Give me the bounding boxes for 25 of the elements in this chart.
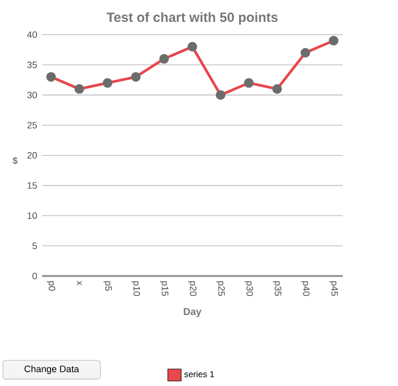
x-tick-label: p40 <box>301 281 310 296</box>
x-tick-label: p0 <box>46 281 56 291</box>
x-tick-label: p30 <box>244 281 254 296</box>
x-tick-label: p25 <box>216 281 225 296</box>
y-axis-title: $ <box>12 156 18 164</box>
y-tick-label: 15 <box>28 182 37 189</box>
y-tick-label: 20 <box>27 152 37 159</box>
y-tick-label: 10 <box>28 212 37 219</box>
x-tick-label: p10 <box>132 281 140 296</box>
x-tick-label: p35 <box>272 281 282 296</box>
y-tick-label: 40 <box>27 31 37 38</box>
y-tick-label: 35 <box>27 62 37 68</box>
x-axis-title: Day <box>184 308 202 318</box>
legend-label: series 1 <box>184 370 214 378</box>
x-tick-label: p20 <box>188 281 197 296</box>
text: Change Data <box>24 365 80 374</box>
x-tick-label: p5 <box>103 281 112 291</box>
x-tick-label: x <box>76 280 82 286</box>
y-tick-label: 0 <box>32 272 37 280</box>
x-tick-label: p15 <box>160 281 168 296</box>
y-tick-label: 30 <box>27 92 37 98</box>
chart-title: Test of chart with 50 points <box>106 12 278 25</box>
y-tick-label: 5 <box>32 242 37 250</box>
x-tick-label: p45 <box>329 281 338 296</box>
y-tick-label: 25 <box>27 122 37 128</box>
